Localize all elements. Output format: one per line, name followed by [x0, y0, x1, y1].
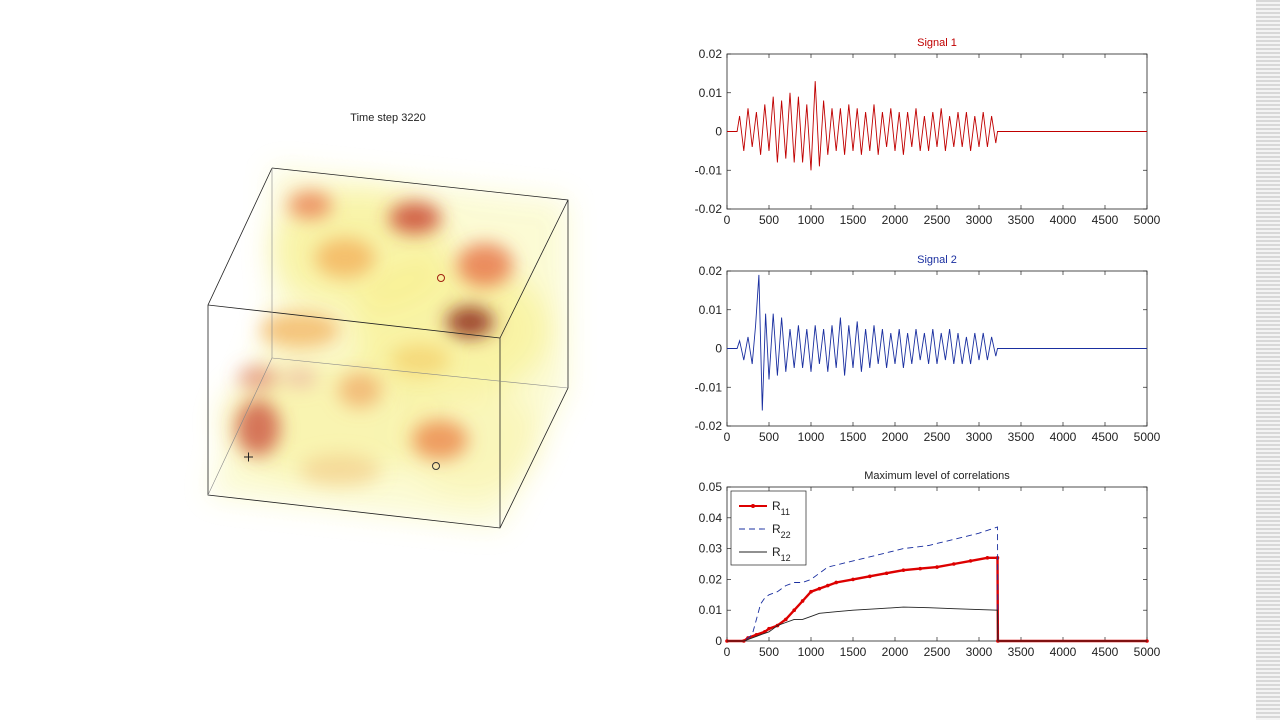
chart-title: Signal 2: [917, 254, 957, 266]
signal-2-chart: Signal 2 0 500 1000 1500 2000 2500 3000 3500 4000…: [695, 254, 1161, 444]
x-tick-label: 500: [759, 430, 779, 444]
series-point: [952, 562, 956, 566]
y-tick-label: 0: [715, 634, 722, 648]
y-tick-label: 0.05: [699, 480, 723, 494]
legend-label-main: R: [772, 522, 781, 536]
legend-box: [730, 490, 807, 566]
legend-label-subscript: 11: [781, 507, 790, 517]
legend-label-subscript: 12: [781, 553, 791, 563]
x-tick-label: 1000: [798, 213, 825, 227]
x-tick-label: 3500: [1008, 213, 1035, 227]
y-tick-label: 0: [715, 125, 722, 139]
series-line-2: [727, 606, 1147, 642]
series-point: [800, 599, 805, 603]
x-tick-label: 1000: [798, 430, 825, 444]
x-tick-label: 0: [724, 213, 731, 227]
y-tick-label: 0: [715, 342, 722, 356]
series-point: [792, 608, 796, 612]
series-point: [884, 571, 889, 576]
legend-label: R12: [772, 545, 791, 563]
series-point: [918, 566, 922, 571]
y-tick-label: -0.01: [695, 163, 723, 177]
chart-title: Signal 1: [917, 37, 957, 49]
y-tick-label: 0.02: [699, 47, 723, 61]
x-tick-label: 5000: [1134, 213, 1161, 227]
x-tick-label: 0: [724, 645, 731, 659]
y-tick-label: 0.02: [699, 572, 723, 586]
series-point: [901, 568, 906, 572]
legend-label-subscript: 22: [781, 530, 791, 540]
x-tick-label: 2500: [924, 213, 951, 227]
series-point: [968, 559, 973, 563]
x-tick-label: 500: [759, 213, 779, 227]
x-tick-label: 4000: [1050, 645, 1077, 659]
x-tick-label: 3000: [966, 430, 993, 444]
y-tick-label: 0.01: [699, 86, 723, 100]
legend-marker: [751, 504, 755, 508]
x-tick-label: 500: [759, 645, 779, 659]
marker-plus: [244, 452, 253, 462]
x-tick-label: 1000: [798, 645, 825, 659]
correlation-chart: Maximum level of correlations 0 500 1000 150…: [699, 470, 1161, 659]
x-tick-label: 2500: [924, 430, 951, 444]
volume-cloud: [208, 168, 568, 528]
series-line-0: [727, 81, 1147, 171]
series-point: [935, 565, 939, 569]
x-tick-label: 4500: [1092, 430, 1119, 444]
x-tick-label: 3000: [966, 213, 993, 227]
x-tick-label: 4500: [1092, 645, 1119, 659]
series-point: [767, 626, 771, 631]
y-tick-label: -0.02: [695, 419, 723, 433]
y-tick-label: 0.02: [699, 264, 723, 278]
x-tick-label: 4000: [1050, 213, 1077, 227]
legend-label: R11: [772, 499, 790, 517]
x-tick-label: 3500: [1008, 430, 1035, 444]
x-tick-label: 2000: [882, 430, 909, 444]
x-tick-label: 4500: [1092, 213, 1119, 227]
x-tick-label: 4000: [1050, 430, 1077, 444]
x-tick-label: 0: [724, 430, 731, 444]
bounding-box: [207, 167, 569, 529]
volume-title: Time step 3220: [350, 112, 426, 124]
marker-circle-top: [437, 274, 445, 282]
series-point: [851, 577, 855, 582]
series-point: [817, 586, 822, 591]
x-tick-label: 5000: [1134, 430, 1161, 444]
y-tick-label: 0.03: [699, 542, 723, 556]
marker-circle-bottom: [432, 462, 440, 470]
series-point: [868, 574, 872, 579]
x-tick-label: 3500: [1008, 645, 1035, 659]
series-point: [826, 583, 830, 588]
y-tick-label: 0.04: [699, 511, 723, 525]
x-tick-label: 5000: [1134, 645, 1161, 659]
legend-label: R22: [772, 522, 791, 540]
window-edge: [1256, 0, 1280, 720]
signal-1-chart: Signal 1 0 500 1000 1500 2000 2500 3000 3500 4000…: [695, 37, 1161, 227]
x-tick-label: 1500: [840, 645, 867, 659]
x-tick-label: 2000: [882, 645, 909, 659]
series-point: [834, 580, 838, 585]
x-tick-label: 2500: [924, 645, 951, 659]
x-tick-label: 1500: [840, 430, 867, 444]
y-tick-label: -0.01: [695, 380, 723, 394]
series-line-0: [727, 274, 1147, 411]
series-line-1: [727, 526, 1147, 642]
legend-label-main: R: [772, 499, 781, 513]
volume-hotspots: [236, 191, 513, 486]
series-line-0: [727, 556, 1147, 643]
y-tick-label: 0.01: [699, 603, 723, 617]
series-point: [784, 617, 788, 622]
legend-label-main: R: [772, 545, 781, 559]
x-tick-label: 3000: [966, 645, 993, 659]
x-tick-label: 1500: [840, 213, 867, 227]
y-tick-label: -0.02: [695, 202, 723, 216]
x-tick-label: 2000: [882, 213, 909, 227]
y-tick-label: 0.01: [699, 303, 723, 317]
series-point: [985, 556, 990, 560]
series-point: [809, 589, 813, 594]
chart-title: Maximum level of correlations: [864, 470, 1010, 482]
